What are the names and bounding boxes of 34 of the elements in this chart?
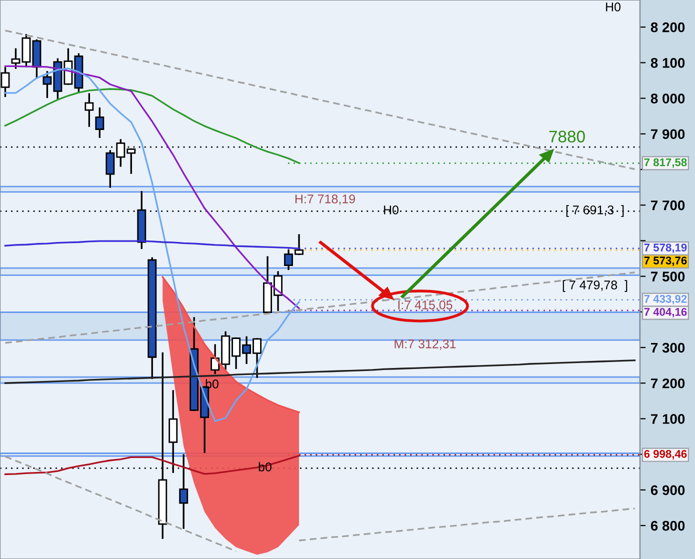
y-tick-label: 6 800: [650, 520, 685, 531]
annotation: b0: [258, 462, 272, 472]
y-tick-label: 7 100: [651, 414, 685, 424]
ref-line-label: 7 817,58: [644, 158, 687, 168]
annotation: I:7 415,05: [398, 300, 452, 311]
ref-line-label: 7 578,19: [644, 244, 687, 254]
y-tick-label: 8 200: [650, 22, 685, 32]
line-series: [298, 508, 636, 542]
annotation: H:7 718,19: [295, 194, 355, 205]
line-series: [4, 454, 300, 476]
candlestick: [179, 454, 188, 529]
candlestick: [0, 67, 10, 97]
candlestick: [95, 107, 104, 138]
y-tick-label: 8 100: [650, 58, 685, 68]
y-tick-label: 7 700: [651, 200, 685, 210]
line-series: [4, 30, 636, 170]
y-tick-label: 7 200: [651, 378, 685, 388]
y-tick-label: 7 500: [651, 272, 685, 282]
candlestick: [84, 93, 94, 127]
annotation: [ 7 479,78 ]: [562, 280, 628, 292]
ref-line-label: 7 573,76: [644, 256, 687, 266]
y-tick-label: 6 900: [650, 485, 685, 496]
ref-line-label: 6 998,46: [644, 450, 687, 460]
annotation: 7880: [549, 130, 585, 142]
ref-line-label: 7 404,16: [644, 308, 687, 318]
annotation: H0: [606, 2, 620, 12]
ref-line-label: 7 433,92: [644, 294, 687, 304]
annotation: H0: [384, 206, 398, 214]
y-tick-label: 7 300: [651, 342, 685, 353]
candlestick: [11, 48, 20, 69]
y-tick-label: 7 900: [651, 129, 685, 140]
line-series: [4, 456, 237, 552]
annotation: M:7 312,31: [394, 340, 456, 350]
y-tick-label: 8 000: [650, 94, 685, 104]
